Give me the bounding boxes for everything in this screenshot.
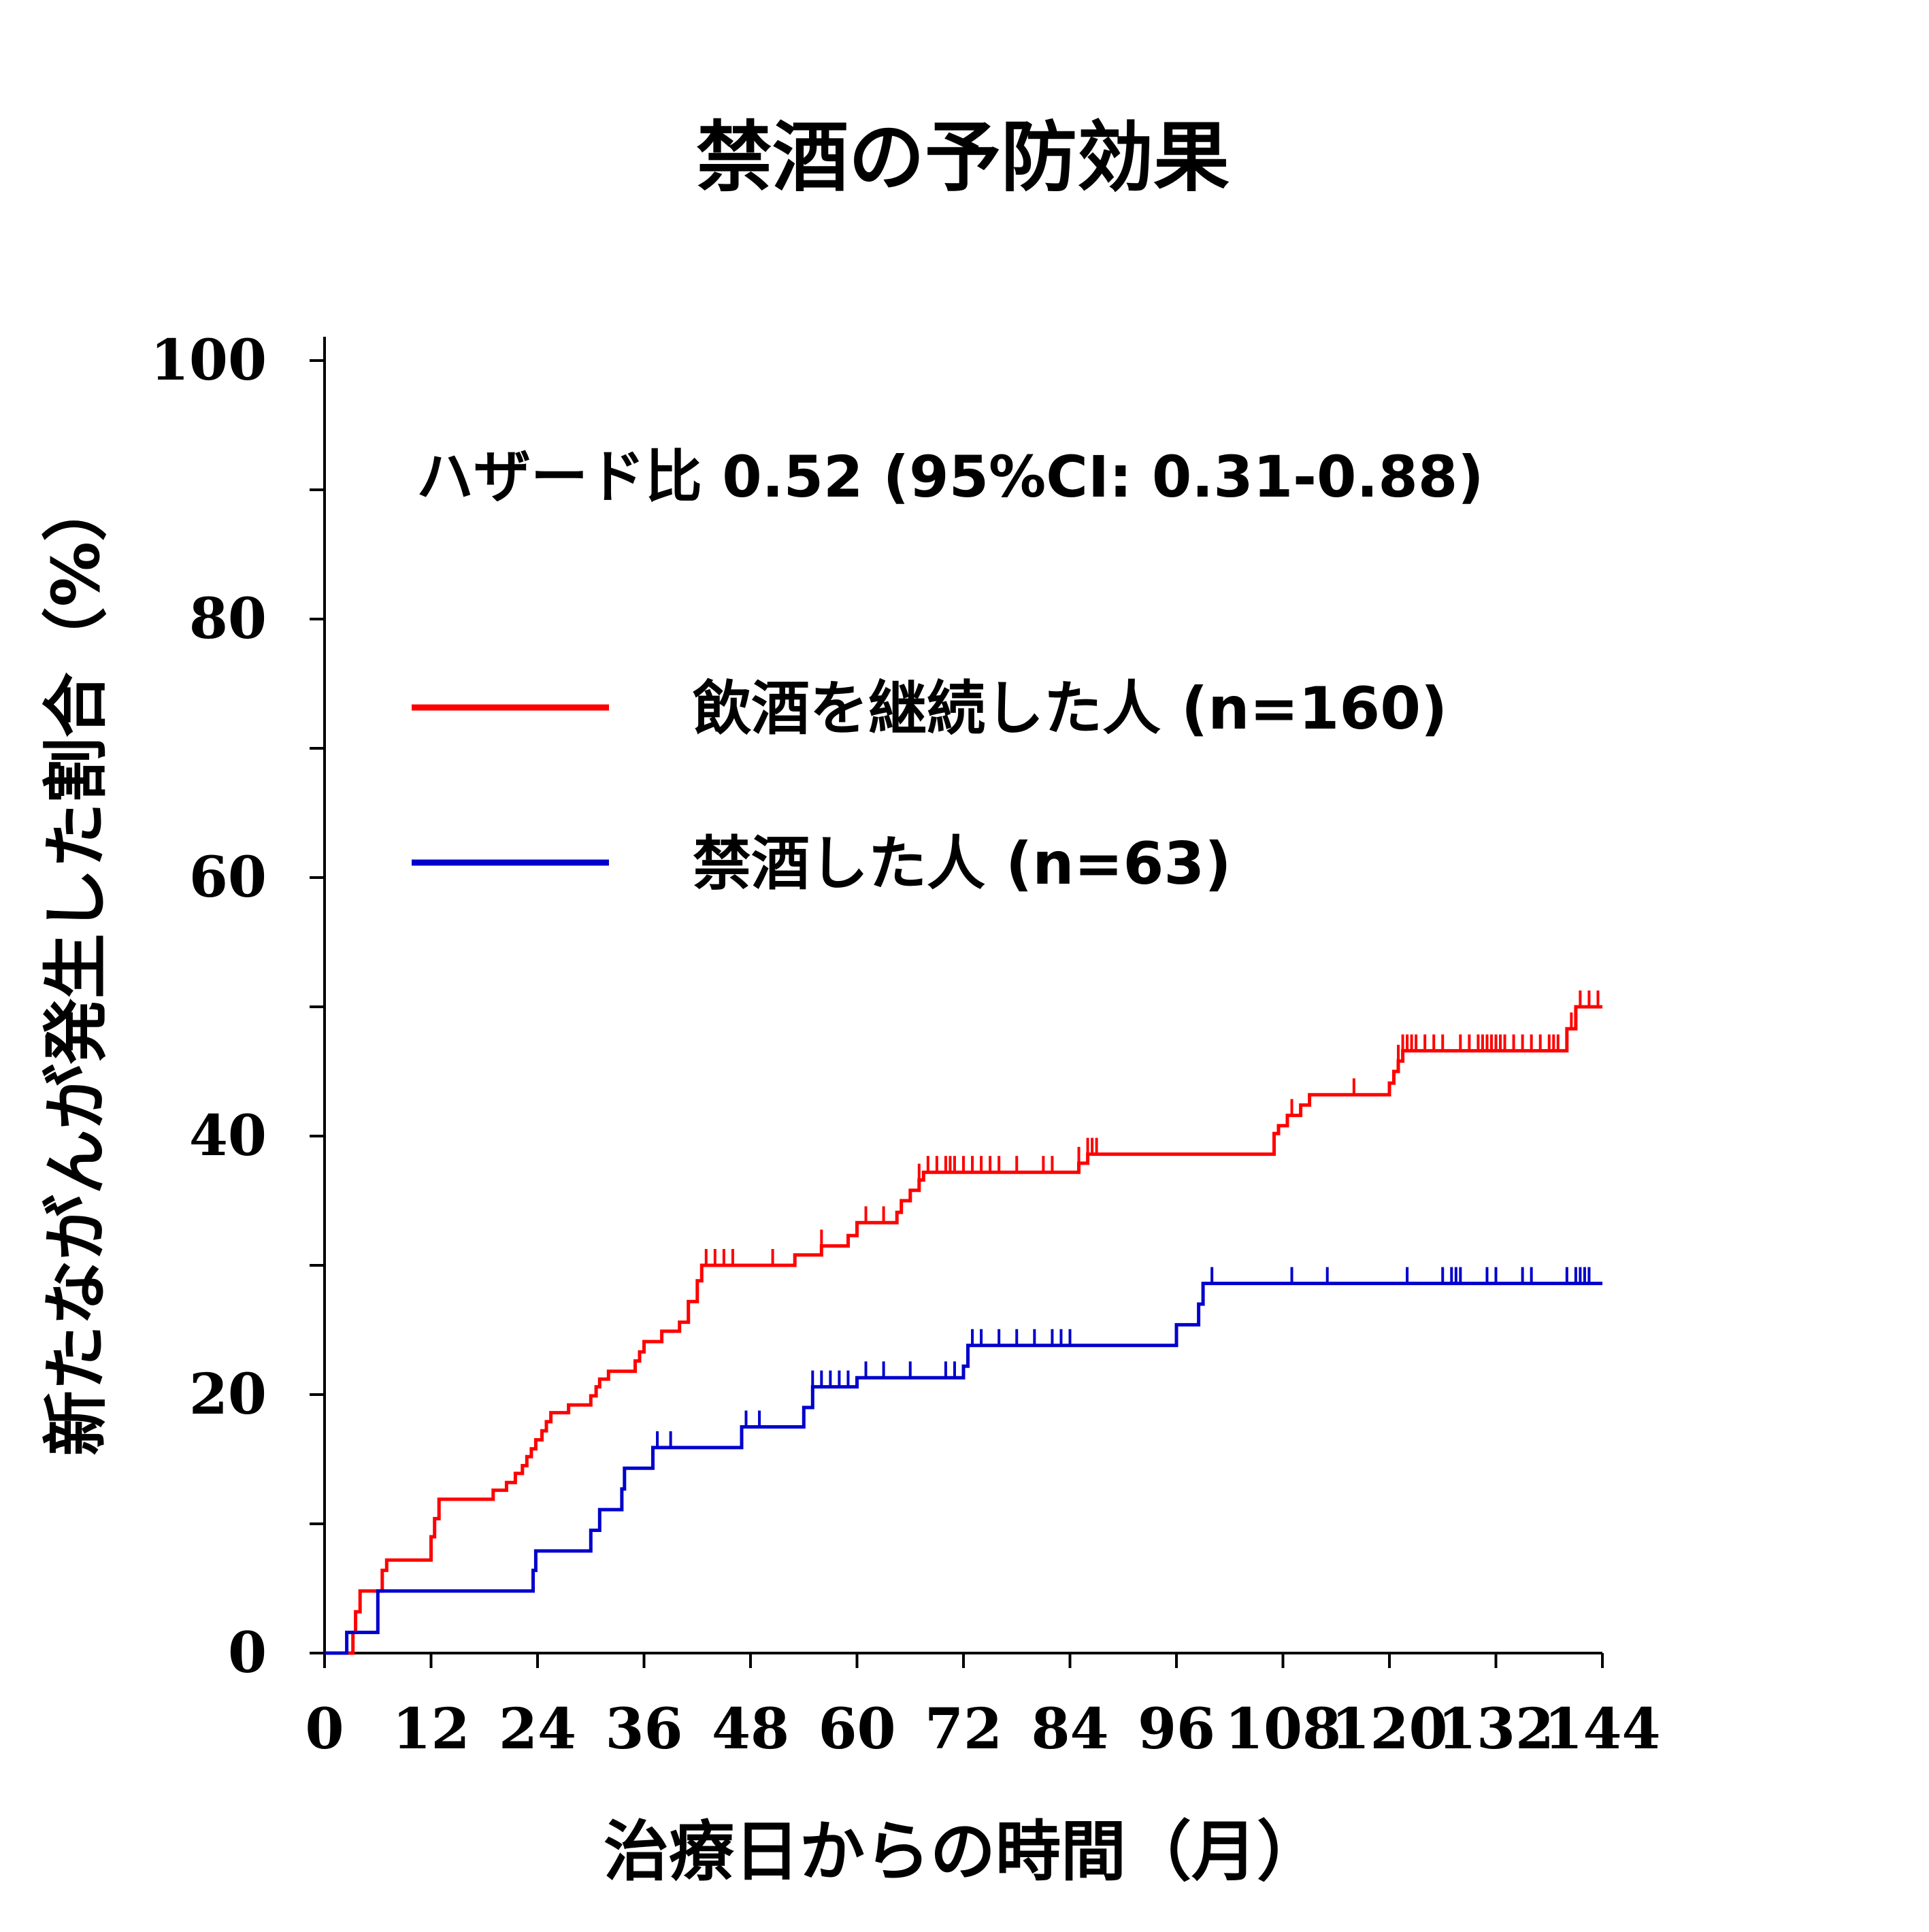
x-tick-label: 132 bbox=[1438, 1697, 1554, 1762]
axes bbox=[323, 337, 1602, 1654]
y-tick-label: 0 bbox=[228, 1620, 267, 1686]
x-tick-label: 84 bbox=[1031, 1697, 1108, 1762]
x-tick-label: 144 bbox=[1544, 1697, 1660, 1762]
y-tick-label: 20 bbox=[189, 1362, 267, 1427]
series-1-curve bbox=[325, 1282, 1602, 1655]
hazard-ratio-annotation: ハザード比 0.52 (95%CI: 0.31-0.88) bbox=[416, 444, 1484, 510]
y-tick-label: 40 bbox=[189, 1103, 267, 1169]
y-tick-label: 60 bbox=[189, 845, 267, 910]
legend-label-quit-drinking: 禁酒した人 (n=63) bbox=[693, 830, 1232, 898]
x-tick-label: 48 bbox=[712, 1697, 789, 1762]
y-tick-label: 100 bbox=[150, 328, 267, 393]
series-layer bbox=[325, 990, 1602, 1655]
x-tick-label: 12 bbox=[392, 1697, 469, 1762]
x-tick-label: 0 bbox=[305, 1697, 344, 1762]
y-tick-label: 80 bbox=[189, 586, 267, 652]
y-axis-ticks: 0 20 40 60 80 100 bbox=[150, 328, 325, 1686]
x-tick-label: 24 bbox=[499, 1697, 576, 1762]
series-0-curve bbox=[325, 1005, 1602, 1655]
chart-title: 禁酒の予防効果 bbox=[696, 114, 1230, 202]
series-1 bbox=[325, 1267, 1602, 1655]
x-axis-label: 治療日からの時間（月） bbox=[604, 1814, 1322, 1890]
y-axis-label: 新たながんが発生した割合（%） bbox=[38, 476, 114, 1456]
legend: 飲酒を継続した人 (n=160) 禁酒した人 (n=63) bbox=[412, 675, 1447, 898]
x-tick-label: 108 bbox=[1225, 1697, 1341, 1762]
x-tick-label: 60 bbox=[818, 1697, 895, 1762]
series-0 bbox=[325, 990, 1602, 1655]
x-tick-label: 96 bbox=[1138, 1697, 1215, 1762]
x-tick-label: 120 bbox=[1331, 1697, 1447, 1762]
legend-label-continued-drinking: 飲酒を継続した人 (n=160) bbox=[693, 675, 1447, 743]
x-tick-label: 72 bbox=[925, 1697, 1002, 1762]
x-tick-label: 36 bbox=[605, 1697, 682, 1762]
